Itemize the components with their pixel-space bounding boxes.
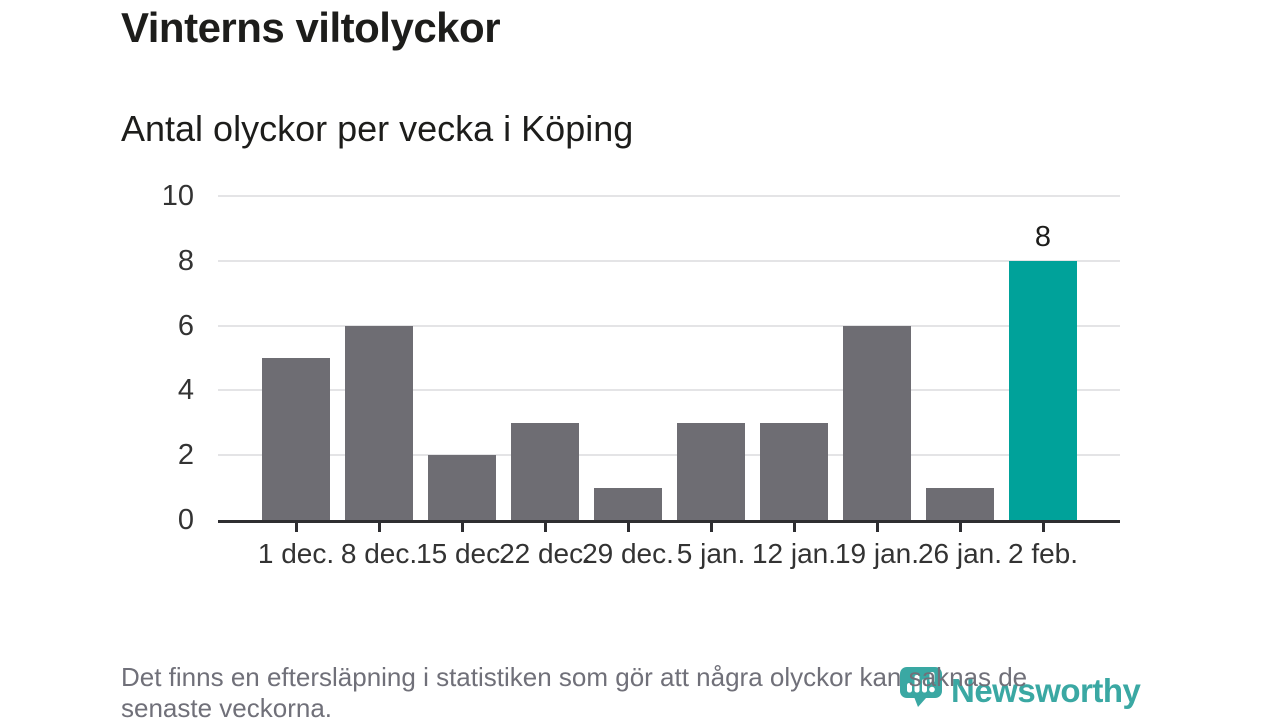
x-tick-12-jan xyxy=(792,523,796,532)
y-tick-label-8: 8 xyxy=(177,244,194,277)
x-tick-2-feb xyxy=(1041,523,1045,532)
gridline-2 xyxy=(218,454,1120,457)
y-tick-label-2: 2 xyxy=(177,439,194,472)
y-tick-label-10: 10 xyxy=(161,180,194,212)
x-tick-label-29-dec: 29 dec. xyxy=(582,538,674,569)
chart-footnote: Det finns en eftersläpning i statistiken… xyxy=(121,662,1181,720)
bar-26-jan xyxy=(926,487,994,520)
x-tick-label-26-jan: 26 jan. xyxy=(917,538,1003,569)
x-tick-label-5-jan: 5 jan. xyxy=(676,538,746,569)
chart-title: Vinterns viltolyckor xyxy=(121,4,501,51)
x-tick-15-dec xyxy=(460,523,464,532)
bar-12-jan xyxy=(760,422,828,520)
x-tick-label-12-jan: 12 jan. xyxy=(751,538,837,569)
y-tick-label-6: 6 xyxy=(177,309,194,342)
x-tick-label-19-jan: 19 jan. xyxy=(834,538,920,569)
bar-2-feb xyxy=(1009,260,1077,520)
newsworthy-bubble-barchart-icon xyxy=(900,667,942,707)
footnote-line: Det finns en eftersläpning i statistiken… xyxy=(121,662,1028,692)
x-tick-label-2-feb: 2 feb. xyxy=(1007,538,1079,569)
x-tick-26-jan xyxy=(958,523,962,532)
bar-22-dec xyxy=(511,422,579,520)
gridline-6 xyxy=(218,324,1120,327)
y-tick-label-4: 4 xyxy=(177,374,194,407)
bar-15-dec xyxy=(428,455,496,520)
bar-5-jan xyxy=(677,422,745,520)
x-tick-8-dec xyxy=(377,523,381,532)
bar-19-jan xyxy=(843,325,911,520)
x-tick-5-jan xyxy=(709,523,713,532)
bar-value-label: 8 xyxy=(1034,220,1052,253)
bar-8-dec xyxy=(345,325,413,520)
x-tick-label-15-dec: 15 dec. xyxy=(416,538,508,569)
x-tick-1-dec xyxy=(294,523,298,532)
bar-29-dec xyxy=(594,487,662,520)
newsworthy-wordmark: Newsworthy xyxy=(951,672,1141,709)
x-tick-29-dec xyxy=(626,523,630,532)
footnote-line: senaste veckorna. xyxy=(121,693,333,720)
x-tick-19-jan xyxy=(875,523,879,532)
gridline-4 xyxy=(218,389,1120,392)
chart-subtitle: Antal olyckor per vecka i Köping xyxy=(121,108,634,149)
bar-chart-plot-area: 1 dec. 8 dec. 15 dec. 22 dec. 29 dec. 5 jan. 1… xyxy=(218,195,1120,569)
x-tick-label-22-dec: 22 dec. xyxy=(499,538,591,569)
x-tick-22-dec xyxy=(543,523,547,532)
x-tick-label-8-dec: 8 dec. xyxy=(340,538,418,569)
x-tick-label-1-dec: 1 dec. xyxy=(257,538,335,569)
bar-1-dec xyxy=(262,358,330,520)
gridline-8 xyxy=(218,259,1120,262)
gridline-10 xyxy=(218,195,1120,197)
newsworthy-logo: Newsworthy xyxy=(899,666,1141,709)
y-tick-label-0: 0 xyxy=(177,504,194,536)
